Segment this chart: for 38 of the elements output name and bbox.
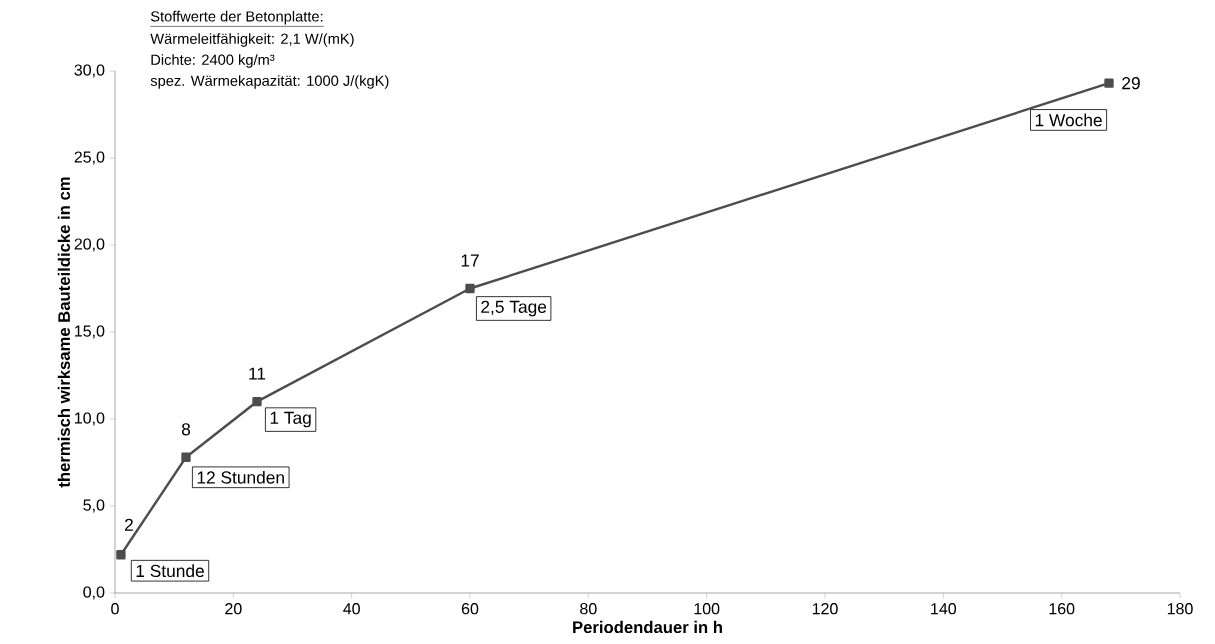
point: [116, 550, 126, 560]
y-tick-label: 20,0: [74, 238, 105, 252]
y-axis-title: thermisch wirksame Bauteildicke in cm: [57, 177, 70, 488]
data-label: 8: [181, 423, 191, 436]
data-label: 29: [1122, 77, 1140, 90]
x-tick-label: 160: [1049, 603, 1075, 615]
text: Dichte: 2400 kg/m³: [151, 54, 275, 68]
annotation: spez. Wärmekapazität: 1000 J/(kgK): [150, 75, 389, 89]
y-tick-label: 30,0: [74, 64, 105, 78]
x-axis-title: Periodendauer in h: [573, 620, 722, 634]
annotation: 1 Woche: [1035, 113, 1102, 127]
y-tick-label: 5,0: [83, 499, 105, 513]
data-label: 2: [124, 518, 133, 531]
text: Wärmeleitfähigkeit: 2,1 W/(mK): [150, 33, 354, 47]
annotation: 12 Stunden: [197, 470, 284, 484]
point: [465, 283, 475, 294]
data-label: 17: [461, 254, 479, 267]
x-tick-label: 80: [580, 603, 597, 615]
annotation: 1 Stunde: [136, 564, 204, 578]
x-tick-label: 60: [461, 603, 479, 615]
x-tick-label: 180: [1167, 603, 1193, 615]
point: [1104, 78, 1114, 88]
x-tick-label: 40: [343, 603, 360, 615]
annotation: 2,5 Tage: [481, 300, 547, 317]
x-tick-label: 100: [694, 603, 720, 615]
x-tick-label: 140: [931, 603, 957, 615]
text: Stoffwerte der Betonplatte:: [150, 10, 323, 25]
point: [181, 452, 191, 462]
x-tick-label: 0: [111, 603, 119, 615]
point: [252, 396, 262, 407]
y-tick-label: 10,0: [75, 412, 105, 426]
data-label: 11: [249, 367, 266, 380]
y-tick-label: 15,0: [75, 325, 105, 339]
y-tick-label: 0,0: [83, 586, 105, 600]
x-tick-label: 20: [225, 603, 242, 615]
x-tick-label: 120: [812, 603, 838, 615]
y-tick-label: 25,0: [74, 151, 105, 165]
annotation: 1 Tag: [270, 411, 311, 428]
